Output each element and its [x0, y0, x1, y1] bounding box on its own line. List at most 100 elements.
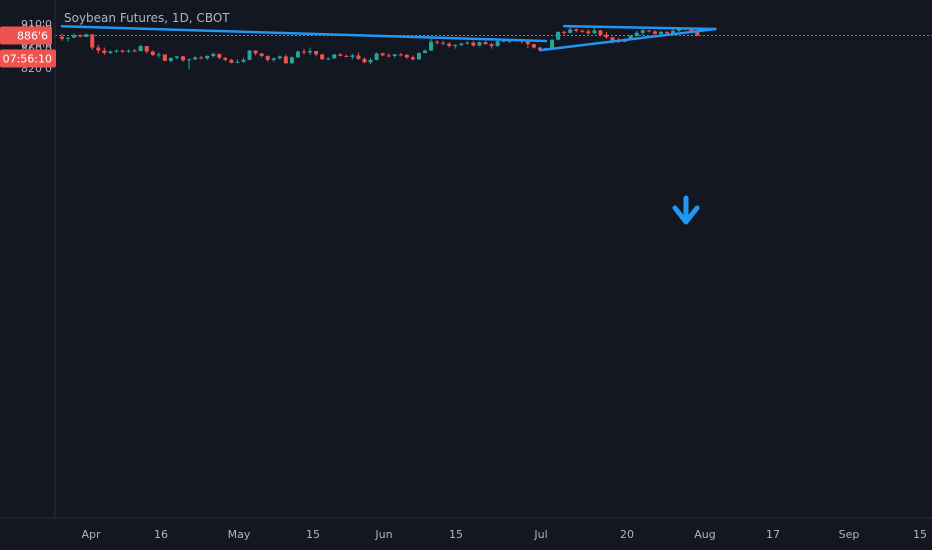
candle-body	[610, 37, 615, 41]
candle-body	[574, 29, 579, 31]
last-price-label: 886'6	[17, 29, 48, 42]
candle	[259, 52, 264, 58]
candle-body	[271, 58, 276, 60]
candle	[525, 40, 530, 49]
last-price-badge: 886'6	[0, 26, 52, 45]
candle-body	[677, 28, 682, 31]
candle	[368, 58, 373, 65]
candle	[181, 55, 185, 62]
candle-body	[435, 41, 440, 43]
candle	[211, 52, 216, 58]
candle	[205, 55, 210, 60]
candle-body	[362, 58, 367, 63]
candle-body	[199, 57, 204, 59]
candle	[332, 53, 337, 59]
candle	[562, 30, 567, 35]
candle	[102, 47, 107, 55]
candle	[447, 42, 452, 48]
candle	[410, 55, 415, 61]
candle	[229, 58, 234, 64]
x-tick-label: 15	[913, 528, 927, 541]
candle	[338, 52, 343, 57]
candle-body	[652, 31, 657, 34]
candle	[604, 31, 609, 39]
candle	[132, 49, 137, 52]
x-tick-label: Aug	[694, 528, 715, 541]
candle	[308, 47, 313, 55]
candle-body	[671, 30, 676, 34]
candle	[126, 49, 131, 53]
candle	[531, 43, 536, 49]
candle-body	[350, 55, 355, 57]
candle	[495, 40, 500, 47]
candle-body	[465, 42, 470, 44]
candle-body	[447, 43, 452, 47]
candle	[326, 57, 331, 61]
candle-body	[181, 56, 185, 61]
candle	[320, 53, 325, 60]
x-axis-ticks: Apr 16 May 15 Jun 15 Jul 20 Aug 17 Sep 15	[81, 528, 927, 541]
candle	[380, 52, 385, 57]
candle	[265, 55, 270, 62]
candle	[374, 52, 379, 61]
trendlines	[60, 24, 717, 52]
candle	[429, 38, 434, 52]
candle-body	[295, 51, 300, 58]
candle	[66, 37, 71, 42]
candle-body	[537, 47, 542, 50]
candle-body	[320, 54, 325, 60]
candle-body	[108, 51, 113, 53]
candle-body	[126, 50, 131, 52]
candle	[574, 28, 579, 33]
candle-body	[386, 55, 391, 57]
candle	[199, 55, 204, 60]
candle	[156, 52, 161, 58]
candle	[416, 52, 421, 60]
candle-body	[640, 30, 645, 33]
candle-body	[302, 51, 306, 53]
candle-body	[374, 53, 379, 60]
candle-body	[471, 42, 476, 46]
candle-body	[695, 31, 700, 36]
candle-body	[114, 50, 119, 52]
candle	[392, 53, 397, 58]
candle-body	[580, 30, 585, 32]
candle	[302, 49, 306, 55]
candle	[592, 27, 597, 34]
candle-body	[646, 30, 651, 32]
candle-body	[356, 55, 361, 59]
x-tick-label: May	[228, 528, 251, 541]
candle	[386, 53, 391, 58]
candle-body	[96, 47, 101, 51]
candle	[453, 44, 458, 49]
x-tick-label: 15	[449, 528, 463, 541]
candle-body	[531, 44, 536, 48]
candle-body	[429, 41, 434, 51]
last-price-box	[0, 26, 52, 45]
candle-body	[332, 54, 337, 59]
candle	[253, 50, 258, 56]
candle-body	[144, 46, 149, 52]
candle	[483, 40, 488, 45]
candle-body	[423, 50, 427, 53]
candle-body	[283, 56, 288, 64]
candle	[344, 54, 349, 58]
candle	[193, 56, 198, 60]
candle	[217, 53, 222, 60]
candle	[247, 50, 252, 61]
candle	[114, 49, 119, 53]
candle	[223, 56, 228, 62]
x-tick-label: Jul	[533, 528, 547, 541]
candle-body	[289, 57, 294, 64]
candle-body	[501, 40, 506, 42]
candle-body	[174, 56, 179, 58]
candle-body	[211, 53, 216, 56]
candle-body	[229, 59, 234, 63]
candle	[423, 49, 427, 54]
candle-body	[380, 53, 385, 56]
candle	[72, 33, 77, 38]
trendline	[562, 24, 717, 31]
trendline	[60, 24, 548, 43]
